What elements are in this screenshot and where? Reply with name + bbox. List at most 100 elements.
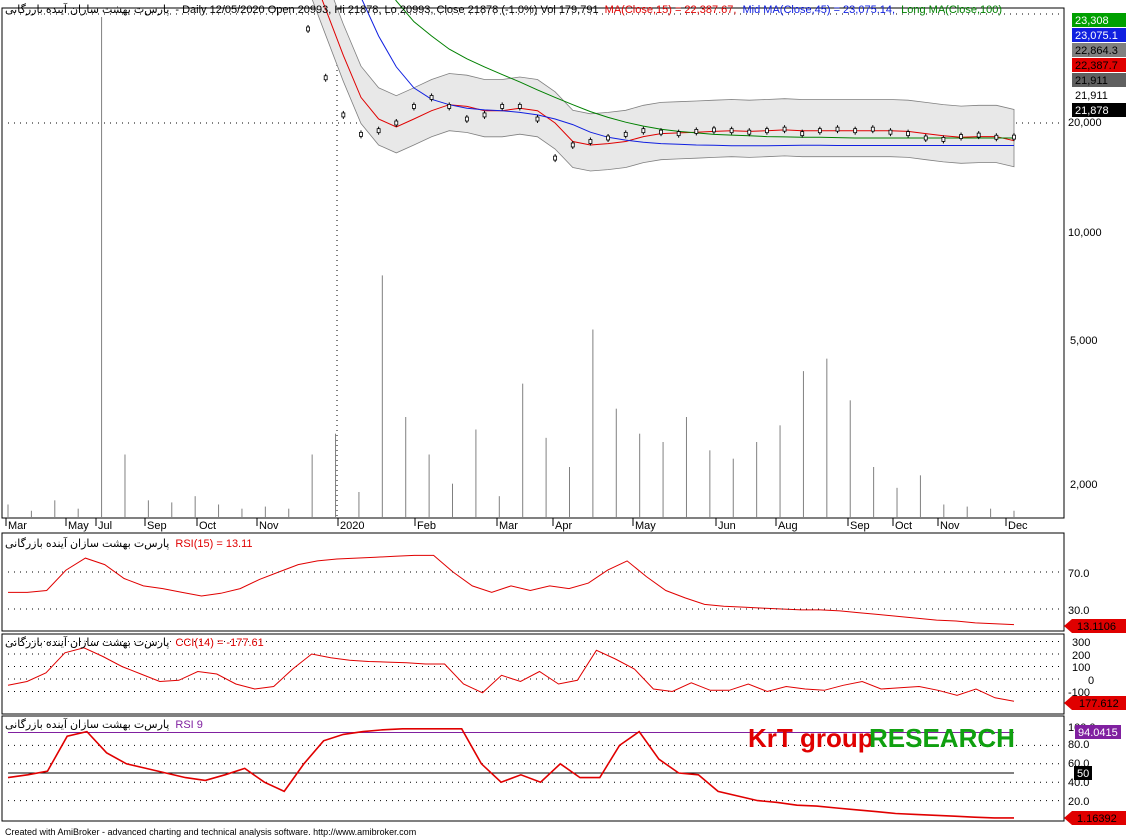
price-badge-text-1: 23,075.1	[1075, 30, 1118, 42]
candle-body-28	[500, 104, 505, 109]
x-label-5: Nov	[259, 520, 279, 532]
cci14-title: پارس‌ت بهشت سازان آینده بازرگانی CCI(14)…	[5, 635, 264, 649]
x-label-9: Apr	[555, 520, 572, 532]
rsi9-tick-20: 20.0	[1068, 796, 1089, 808]
rsi15-line	[8, 554, 1015, 626]
rsi15-label: RSI(15) = 13.11	[175, 538, 252, 550]
rsi15-value-badge: 13.1106	[1064, 619, 1126, 633]
x-label-12: Aug	[778, 520, 798, 532]
ma15-line	[321, 0, 1015, 146]
candle-body-29	[517, 104, 522, 109]
rsi9-label: RSI 9	[175, 719, 203, 731]
moving-average-lines	[321, 0, 1015, 147]
price-badge-text-5: 21,911	[1075, 90, 1108, 102]
header-info: - Daily 12/05/2020 Open 20993, Hi 21878,…	[175, 4, 598, 16]
price-badges: 23,308 23,075.1 22,864.3 22,387.7 21,911 21,9…	[1072, 13, 1126, 117]
rsi15-tick-70: 70.0	[1068, 568, 1089, 580]
cci14-line	[7, 647, 1015, 702]
x-label-13: Sep	[850, 520, 870, 532]
candle-body-39	[694, 129, 699, 134]
cci14-panel-frame	[1, 633, 1065, 715]
candle-body-36	[641, 128, 646, 134]
price-badge-bg-4	[1072, 73, 1126, 87]
candle-body-19	[341, 112, 346, 118]
svg-text:1.16392: 1.16392	[1077, 813, 1117, 825]
candle-body-45	[800, 131, 805, 137]
header-ma100: Long MA(Close,100)	[901, 4, 1002, 16]
x-label-7: Feb	[417, 520, 436, 532]
candle-body-30	[535, 116, 540, 122]
x-label-10: May	[635, 520, 656, 532]
rsi9-value-badge: 94.0415	[1075, 725, 1121, 739]
cci14-symbol: پارس‌ت بهشت سازان آینده بازرگانی	[5, 635, 169, 649]
x-label-14: Oct	[895, 520, 912, 532]
price-tick-10000: 10,000	[1068, 227, 1102, 239]
price-tick-2000: 2,000	[1070, 479, 1098, 491]
rsi15-title: پارس‌ت بهشت سازان آینده بازرگانی RSI(15)…	[5, 536, 253, 550]
candle-body-40	[712, 127, 716, 133]
price-panel-frame	[1, 7, 1065, 519]
x-label-15: Nov	[940, 520, 960, 532]
x-label-4: Oct	[199, 520, 216, 532]
price-tick-5000: 5,000	[1070, 335, 1098, 347]
x-axis-labels: Mar May Jul Sep Oct Nov 2020 Feb Mar Apr May Jun Aug…	[5, 518, 1028, 532]
ma100-line	[395, 0, 1014, 139]
candle-body-48	[853, 128, 858, 134]
price-candles	[306, 24, 1016, 163]
cci14-tick-100: 100	[1072, 662, 1090, 674]
svg-text:177.612: 177.612	[1079, 698, 1119, 710]
rsi15-panel-frame	[1, 532, 1065, 632]
price-badge-text-6: 21,878	[1075, 105, 1109, 117]
x-label-8: Mar	[499, 520, 518, 532]
candle-body-50	[888, 129, 893, 135]
cci14-tick-0: 0	[1088, 675, 1094, 687]
candle-body-17	[306, 26, 310, 32]
candle-body-22	[394, 120, 399, 126]
candle-body-35	[623, 131, 628, 137]
candle-body-44	[782, 126, 787, 132]
x-label-6: 2020	[340, 520, 364, 532]
candle-body-37	[659, 129, 663, 135]
candle-body-34	[606, 135, 610, 141]
candle-body-57	[1012, 134, 1016, 140]
price-badge-text-0: 23,308	[1075, 15, 1109, 27]
candle-body-52	[923, 135, 928, 141]
rsi9-line	[7, 728, 1014, 819]
svg-text:13.1106: 13.1106	[1077, 621, 1116, 633]
svg-text:94.0415: 94.0415	[1078, 727, 1118, 739]
candle-body-43	[765, 128, 769, 134]
x-label-1: May	[68, 520, 89, 532]
candle-body-33	[588, 139, 593, 144]
candle-body-26	[464, 116, 469, 122]
candle-body-20	[359, 131, 363, 137]
cci14-label: CCI(14) = -177.61	[175, 637, 263, 649]
indicator-lines	[7, 554, 1062, 819]
x-label-16: Dec	[1008, 520, 1028, 532]
price-grid	[8, 10, 1062, 517]
candle-body-23	[412, 104, 416, 109]
header-symbol: پارس‌ت بهشت سازان آینده بازرگانی	[5, 2, 169, 16]
rsi15-symbol: پارس‌ت بهشت سازان آینده بازرگانی	[5, 536, 169, 550]
price-badge-text-2: 22,864.3	[1075, 45, 1118, 57]
price-badge-bg-0	[1072, 13, 1126, 27]
candle-body-49	[870, 126, 875, 132]
rsi15-tick-30: 30.0	[1068, 605, 1089, 617]
candle-body-25	[447, 104, 452, 109]
watermark-krt: KrT group	[748, 723, 874, 753]
candle-body-31	[553, 155, 558, 161]
footer-credit: Created with AmiBroker - advanced charti…	[5, 827, 416, 837]
rsi9-last-badge: 1.16392	[1064, 811, 1126, 825]
cci14-value-badge: 177.612	[1064, 696, 1126, 710]
ma45-line	[361, 0, 1014, 147]
price-badge-bg-5	[1072, 88, 1126, 102]
price-badge-bg-1	[1072, 28, 1126, 42]
cci14-tick-300: 300	[1072, 637, 1090, 649]
candle-body-27	[482, 112, 487, 118]
candle-body-41	[729, 128, 734, 134]
x-label-2: Jul	[98, 520, 112, 532]
header-ma45: Mid MA(Close,45) = 23,075.14,	[743, 4, 896, 16]
price-badge-bg-2	[1072, 43, 1126, 57]
volume-bars	[7, 17, 1015, 517]
price-badge-bg-3	[1072, 58, 1126, 72]
price-badge-bg-6	[1072, 103, 1126, 117]
